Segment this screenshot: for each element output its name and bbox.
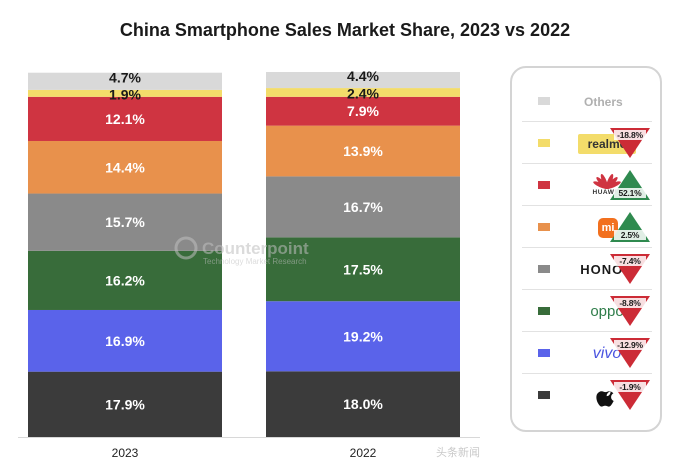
change-badge-xiaomi: 2.5%: [608, 206, 652, 246]
data-label-others-2023: 4.7%: [109, 69, 141, 85]
data-label-vivo-2022: 19.2%: [343, 328, 383, 344]
data-label-realme-2023: 1.9%: [109, 86, 141, 102]
change-badge-apple: -1.9%: [608, 374, 652, 414]
data-label-others-2022: 4.4%: [347, 68, 379, 84]
bars-group: 17.9% 16.9% 16.2% 15.7% 14.4% 12.1% 1.9%4.7% 18…: [28, 68, 460, 437]
bar-vivo-2022: [266, 301, 460, 372]
chart-title: China Smartphone Sales Market Share, 202…: [119, 20, 571, 40]
data-label-apple-2023: 17.9%: [105, 396, 145, 412]
triangle-down-icon: [610, 254, 650, 284]
bar-xiaomi-2022: [266, 125, 460, 177]
bar-realme-2022: [266, 88, 460, 97]
legend-swatch-oppo: [538, 307, 550, 315]
change-value-xiaomi: 2.5%: [614, 230, 646, 240]
data-label-oppo-2023: 16.2%: [105, 272, 145, 288]
change-badge-realme: -18.8%: [608, 122, 652, 162]
legend-row-vivo: vivo -12.9%: [522, 332, 652, 374]
x-axis-line: [18, 437, 480, 438]
data-label-realme-2022: 2.4%: [347, 85, 379, 101]
legend-brand-text-huawei: HUAWEI: [592, 189, 622, 196]
bar-huawei-2022: [266, 96, 460, 126]
stacked-bar-chart: 17.9% 16.9% 16.2% 15.7% 14.4% 12.1% 1.9%4.7% 18…: [18, 68, 480, 460]
data-label-huawei-2023: 12.1%: [105, 111, 145, 127]
change-value-huawei: 52.1%: [614, 188, 646, 198]
triangle-down-icon: [610, 338, 650, 368]
legend-swatch-apple: [538, 391, 550, 399]
bar-realme-2023: [28, 89, 222, 97]
change-value-honor: -7.4%: [614, 256, 646, 266]
change-badge-oppo: -8.8%: [608, 290, 652, 330]
data-label-honor-2022: 16.7%: [343, 199, 383, 215]
x-ticks-group: 2023 2022: [112, 446, 377, 460]
change-badge-huawei: 52.1%: [608, 164, 652, 204]
legend-row-apple: Apple-1.9%: [522, 374, 652, 416]
change-value-vivo: -12.9%: [614, 340, 646, 350]
change-value-oppo: -8.8%: [614, 298, 646, 308]
legend-swatch-realme: [538, 139, 550, 147]
legend-row-huawei: HUAWEI 52.1%: [522, 164, 652, 206]
huawei-logo-icon: [593, 174, 621, 189]
x-tick-2023: 2023: [112, 446, 139, 460]
counterpoint-watermark: Counterpoint Technology Market Research: [174, 236, 309, 266]
legend-swatch-vivo: [538, 349, 550, 357]
watermark-text: Counterpoint: [202, 239, 309, 258]
bar-honor-2022: [266, 176, 460, 238]
data-label-xiaomi-2023: 14.4%: [105, 159, 145, 175]
legend-swatch-xiaomi: [538, 223, 550, 231]
legend-brand-apple: Apple: [572, 386, 642, 407]
triangle-down-icon: [610, 128, 650, 158]
xiaomi-logo-icon: mi: [598, 218, 618, 238]
apple-logo-icon: [596, 391, 615, 407]
triangle-up-icon: [610, 212, 650, 242]
triangle-down-icon: [610, 380, 650, 410]
data-label-xiaomi-2022: 13.9%: [343, 143, 383, 159]
bar-vivo-2023: [28, 309, 222, 372]
change-value-realme: -18.8%: [614, 130, 646, 140]
data-label-huawei-2022: 7.9%: [347, 103, 379, 119]
triangle-down-icon: [610, 296, 650, 326]
change-badge-vivo: -12.9%: [608, 332, 652, 372]
bar-xiaomi-2023: [28, 140, 222, 194]
bar-oppo-2023: [28, 250, 222, 310]
legend-row-honor: HONOR -7.4%: [522, 248, 652, 290]
legend-brand-xiaomi: mi: [572, 218, 642, 238]
legend-brand-text-xiaomi: mi: [601, 222, 615, 234]
legend-row-xiaomi: mi 2.5%: [522, 206, 652, 248]
x-tick-2022: 2022: [350, 446, 377, 460]
legend-swatch-honor: [538, 265, 550, 273]
bar-apple-2023: [28, 371, 222, 437]
legend-brand-others: Others: [572, 92, 642, 112]
legend-label-others: Others: [584, 95, 623, 109]
data-label-apple-2022: 18.0%: [343, 396, 383, 412]
legend-panel: Others realme -18.8% HUAWEI 52.1% mi 2.5% HONO…: [510, 66, 662, 432]
bar-oppo-2022: [266, 237, 460, 302]
bar-others-2023: [28, 72, 222, 90]
data-label-oppo-2022: 17.5%: [343, 261, 383, 277]
legend-swatch-huawei: [538, 181, 550, 189]
source-watermark: 头条新闻: [436, 445, 480, 459]
triangle-up-icon: [610, 170, 650, 200]
bar-huawei-2023: [28, 96, 222, 141]
legend-row-oppo: oppo -8.8%: [522, 290, 652, 332]
watermark-sub: Technology Market Research: [203, 257, 307, 266]
bar-apple-2022: [266, 371, 460, 437]
data-label-honor-2023: 15.7%: [105, 214, 145, 230]
legend-brand-huawei: HUAWEI: [572, 174, 642, 196]
change-badge-honor: -7.4%: [608, 248, 652, 288]
change-value-apple: -1.9%: [614, 382, 646, 392]
legend-swatch-others: [538, 97, 550, 105]
legend-row-realme: realme -18.8%: [522, 122, 652, 164]
data-label-vivo-2023: 16.9%: [105, 333, 145, 349]
bar-others-2022: [266, 72, 460, 89]
bar-honor-2023: [28, 193, 222, 251]
legend-row-others: Others: [522, 80, 652, 122]
